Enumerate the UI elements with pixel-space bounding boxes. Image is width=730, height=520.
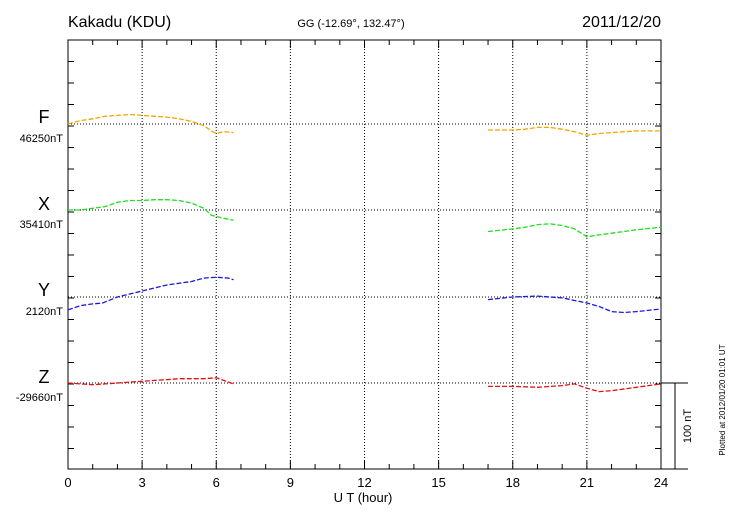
series-line-y [67, 276, 234, 311]
x-tick-label: 15 [431, 475, 445, 490]
station-title: Kakadu (KDU) [68, 14, 171, 31]
series-line-x [68, 199, 234, 221]
x-tick-label: 3 [139, 475, 146, 490]
series-line-y [487, 295, 662, 314]
series-letter-f: F [39, 107, 50, 127]
series-letter-z: Z [39, 367, 50, 387]
x-tick-label: 9 [287, 475, 294, 490]
plot-frame [67, 39, 662, 470]
x-tick-label: 21 [580, 475, 594, 490]
scale-bar-label: 100 nT [682, 409, 694, 444]
series-letter-x: X [38, 194, 50, 214]
x-tick-label: 24 [654, 475, 668, 490]
series-baseline-f: 46250nT [20, 133, 64, 145]
series-letter-y: Y [38, 280, 50, 300]
series-line-f [67, 113, 234, 135]
date-label: 2011/12/20 [582, 14, 661, 31]
plot-area: 0 3 6 9 12 15 18 21 24 F 46250nT X 35410nT Y 2120nT Z -2… [16, 39, 694, 490]
series-baseline-z: -29660nT [16, 392, 63, 404]
x-tick-label: 0 [64, 475, 71, 490]
x-tick-label: 18 [506, 475, 520, 490]
plotted-at-note: Plotted at 2012/01/20 01:01 UT [718, 344, 727, 455]
x-axis-label: U T (hour) [334, 490, 393, 505]
series-line-z [488, 383, 662, 393]
x-tick-label: 12 [357, 475, 371, 490]
series-line-z [67, 377, 234, 386]
coordinates-label: GG (-12.69°, 132.47°) [297, 18, 404, 30]
series-baseline-y: 2120nT [26, 306, 64, 318]
series-line-x [487, 223, 662, 238]
series-line-f [488, 126, 661, 136]
x-tick-label: 6 [213, 475, 220, 490]
series-baseline-x: 35410nT [20, 219, 64, 231]
